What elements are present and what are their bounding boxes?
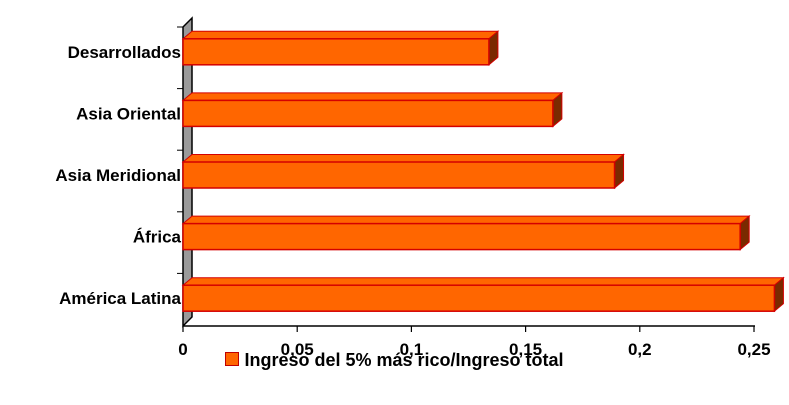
legend: Ingreso del 5% más rico/Ingreso total	[0, 350, 789, 371]
x-tick-label: 0,2	[628, 340, 652, 359]
bar-front-face	[182, 38, 490, 66]
category-label: Asia Meridional	[55, 166, 181, 185]
bar	[181, 276, 785, 313]
category-labels: Desarrollados Asia Oriental Asia Meridiona…	[55, 26, 183, 308]
bar	[181, 30, 500, 66]
x-tick-label: 0	[178, 340, 187, 359]
category-label: Desarrollados	[68, 43, 181, 62]
bar-front-face	[182, 99, 554, 128]
bar-top-face	[181, 277, 785, 286]
x-tick-label: 0,25	[737, 340, 770, 359]
x-tick-label: 0,1	[400, 340, 424, 359]
bar	[181, 215, 751, 251]
bar-top-face	[181, 215, 751, 225]
x-axis-ticks: 0 0,05 0,1 0,15 0,2 0,25	[178, 326, 771, 359]
bar-front-face	[182, 222, 741, 251]
bar-top-face	[181, 30, 500, 40]
bar-top-face	[181, 154, 625, 163]
bar	[181, 91, 564, 128]
legend-swatch	[225, 352, 240, 366]
category-label: África	[133, 228, 182, 247]
bar	[181, 153, 625, 190]
legend-label: Ingreso del 5% más rico/Ingreso total	[244, 350, 564, 370]
category-label: Asia Oriental	[76, 104, 181, 123]
bars	[181, 30, 785, 313]
x-tick-label: 0,05	[281, 340, 314, 359]
x-tick-label: 0,15	[509, 340, 542, 359]
bar-front-face	[182, 284, 776, 312]
bar-top-face	[181, 92, 564, 101]
bar-front-face	[182, 161, 616, 189]
category-label: América Latina	[59, 289, 181, 308]
